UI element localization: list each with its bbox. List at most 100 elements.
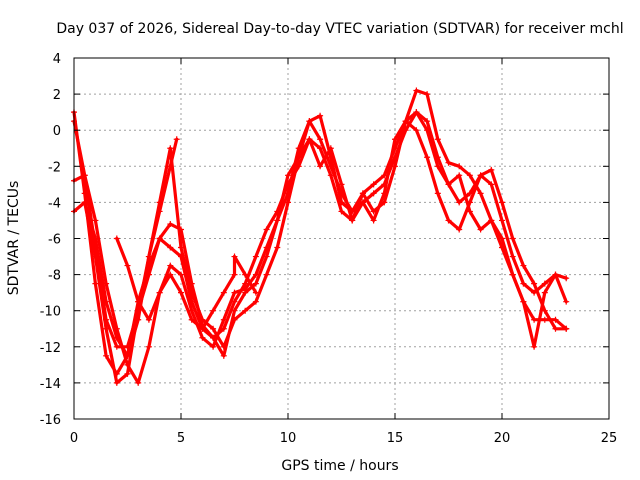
data-point-track-3 xyxy=(252,271,259,278)
data-point-track-3 xyxy=(488,166,495,173)
data-point-track-4 xyxy=(552,271,559,278)
data-point-track-1 xyxy=(541,316,548,323)
data-point-track-4 xyxy=(295,154,302,161)
data-point-track-1 xyxy=(477,190,484,197)
data-point-track-4 xyxy=(285,199,291,206)
data-point-track-6 xyxy=(135,298,142,305)
data-point-track-4 xyxy=(306,136,313,143)
data-point-track-3 xyxy=(370,217,377,224)
data-point-track-4 xyxy=(210,325,217,332)
data-point-track-1 xyxy=(103,352,110,359)
data-point-track-3 xyxy=(295,145,302,152)
data-point-track-6 xyxy=(199,325,206,332)
data-point-track-3 xyxy=(477,172,484,179)
data-point-track-2 xyxy=(263,226,270,233)
data-point-track-4 xyxy=(456,172,463,179)
data-point-track-4 xyxy=(424,127,431,134)
data-point-track-2 xyxy=(520,280,527,287)
data-point-track-1 xyxy=(456,163,463,170)
y-tick-label: -16 xyxy=(40,413,61,428)
data-point-track-6 xyxy=(242,271,249,278)
data-point-track-1 xyxy=(434,136,441,143)
x-tick-label: 20 xyxy=(494,431,511,446)
series-layer xyxy=(71,87,570,386)
data-point-track-3 xyxy=(263,244,270,251)
data-point-track-3 xyxy=(242,286,249,293)
x-tick-label: 25 xyxy=(601,431,618,446)
x-tick-label: 10 xyxy=(280,431,297,446)
data-point-track-5 xyxy=(124,352,131,359)
data-point-track-5 xyxy=(173,136,180,143)
data-point-track-3 xyxy=(92,217,99,224)
y-tick-label: -2 xyxy=(48,160,61,175)
data-point-track-2 xyxy=(509,253,516,260)
data-point-track-3 xyxy=(167,262,174,269)
data-point-track-1 xyxy=(413,87,420,94)
data-point-track-4 xyxy=(231,316,238,323)
data-point-track-4 xyxy=(370,208,377,215)
y-tick-label: -4 xyxy=(48,196,61,211)
data-point-track-4 xyxy=(563,298,570,305)
x-tick-label: 15 xyxy=(387,431,404,446)
data-point-track-1 xyxy=(445,159,452,166)
data-point-track-4 xyxy=(327,145,334,152)
data-point-track-3 xyxy=(135,379,142,386)
data-point-track-4 xyxy=(220,343,227,350)
data-point-track-6 xyxy=(156,289,163,296)
data-point-track-4 xyxy=(445,181,452,188)
y-tick-label: -12 xyxy=(40,341,61,356)
data-point-track-4 xyxy=(167,145,174,152)
data-point-track-3 xyxy=(413,127,420,134)
y-axis-label: SDTVAR / TECUs xyxy=(6,181,22,296)
data-point-track-3 xyxy=(499,199,505,206)
data-point-track-2 xyxy=(156,235,163,242)
data-point-track-2 xyxy=(242,280,249,287)
data-point-track-2 xyxy=(167,244,174,251)
data-point-track-1 xyxy=(92,280,99,287)
data-point-track-3 xyxy=(274,217,281,224)
series-track-4 xyxy=(83,110,568,385)
data-point-track-5 xyxy=(167,163,174,170)
data-point-track-3 xyxy=(145,343,152,350)
data-point-track-3 xyxy=(520,262,527,269)
data-point-track-6 xyxy=(231,271,238,278)
data-point-track-2 xyxy=(563,275,570,282)
data-point-track-6 xyxy=(220,289,227,296)
y-tick-label: 4 xyxy=(53,52,61,67)
data-point-track-4 xyxy=(509,271,516,278)
data-point-track-3 xyxy=(231,289,238,296)
data-point-track-3 xyxy=(327,163,334,170)
data-point-track-5 xyxy=(145,253,152,260)
data-point-track-4 xyxy=(520,298,527,305)
data-point-track-1 xyxy=(285,172,291,179)
data-point-track-3 xyxy=(306,118,313,125)
data-point-track-3 xyxy=(456,226,463,233)
data-point-track-5 xyxy=(103,298,110,305)
data-point-track-3 xyxy=(210,343,217,350)
x-tick-label: 0 xyxy=(70,431,78,446)
data-point-track-3 xyxy=(552,325,559,332)
data-point-track-4 xyxy=(359,190,366,197)
data-point-track-2 xyxy=(424,118,431,125)
x-axis-label: GPS time / hours xyxy=(281,458,398,474)
data-point-track-4 xyxy=(188,289,195,296)
y-tick-label: 0 xyxy=(53,124,61,139)
data-point-track-4 xyxy=(488,217,495,224)
y-tick-label: -14 xyxy=(40,377,61,392)
data-point-track-3 xyxy=(220,316,227,323)
data-point-track-5 xyxy=(81,199,88,206)
data-point-track-4 xyxy=(434,163,441,170)
y-tick-label: -6 xyxy=(48,233,61,248)
data-point-track-4 xyxy=(466,208,473,215)
data-point-track-4 xyxy=(477,226,484,233)
data-point-track-5 xyxy=(135,316,142,323)
data-point-track-2 xyxy=(252,253,259,260)
series-track-5 xyxy=(72,137,179,358)
data-point-track-1 xyxy=(252,280,259,287)
data-point-track-4 xyxy=(338,181,345,188)
data-point-track-4 xyxy=(392,163,398,170)
data-point-track-4 xyxy=(263,271,270,278)
data-point-track-1 xyxy=(531,316,538,323)
data-point-track-6 xyxy=(231,253,238,260)
